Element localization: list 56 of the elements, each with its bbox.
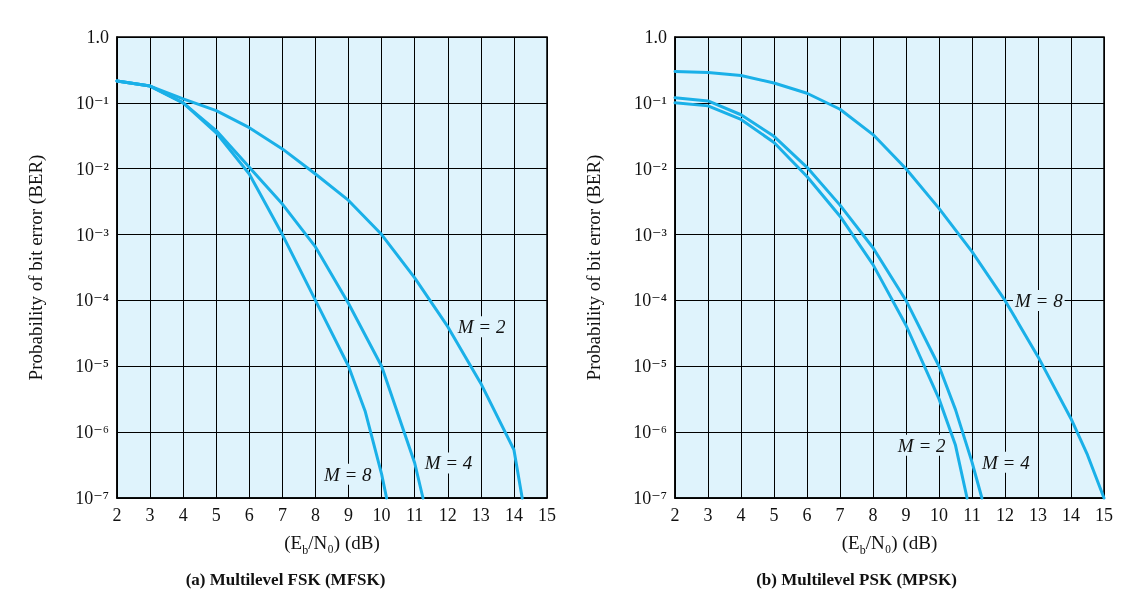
annotation: M = 8 bbox=[1014, 289, 1064, 311]
annotation: M = 2 bbox=[896, 434, 946, 456]
x-tick-label: 5 bbox=[769, 505, 779, 525]
x-tick-label: 15 bbox=[538, 505, 556, 525]
y-tick-label: 10⁻⁷ bbox=[633, 488, 667, 508]
y-axis-title: Probability of bit error (BER) bbox=[25, 154, 47, 381]
x-tick-label: 11 bbox=[406, 505, 424, 525]
x-tick-label: 4 bbox=[736, 505, 746, 525]
y-tick-label: 10⁻⁵ bbox=[75, 356, 109, 377]
x-tick-label: 15 bbox=[1095, 505, 1113, 525]
x-tick-label: 5 bbox=[211, 505, 221, 525]
y-tick-label: 10⁻¹ bbox=[76, 92, 109, 113]
y-tick-label: 10⁻³ bbox=[76, 224, 110, 245]
x-tick-label: 8 bbox=[310, 505, 320, 525]
x-tick-label: 14 bbox=[1062, 505, 1080, 525]
x-tick-label: 13 bbox=[1029, 505, 1047, 525]
x-tick-label: 8 bbox=[868, 505, 878, 525]
y-tick-label: 10⁻¹ bbox=[634, 92, 667, 113]
text: (a) Multilevel FSK (MFSK) bbox=[185, 570, 386, 589]
x-tick-label: 2 bbox=[112, 505, 122, 525]
y-tick-label: 10⁻⁵ bbox=[633, 356, 667, 377]
y-tick-label: 10⁻⁴ bbox=[75, 290, 109, 311]
y-tick-label: 1.0 bbox=[644, 27, 667, 47]
x-tick-label: 7 bbox=[835, 505, 845, 525]
x-tick-label: 10 bbox=[930, 505, 948, 525]
annotation: M = 8 bbox=[322, 463, 373, 485]
text: (b) Multilevel PSK (MPSK) bbox=[756, 570, 957, 589]
x-tick-label: 2 bbox=[670, 505, 680, 525]
y-tick-label: 1.0 bbox=[86, 27, 109, 47]
annotation: M = 2 bbox=[456, 316, 506, 338]
x-tick-label: 9 bbox=[344, 505, 354, 525]
y-axis-title: Probability of bit error (BER) bbox=[583, 154, 605, 381]
y-tick-label: 10⁻³ bbox=[634, 224, 668, 245]
x-tick-label: 12 bbox=[996, 505, 1014, 525]
x-axis-title: (E$_{b}$/N₀) (dB) bbox=[284, 532, 380, 558]
x-tick-label: 3 bbox=[703, 505, 713, 525]
x-tick-label: 9 bbox=[901, 505, 911, 525]
x-tick-label: 6 bbox=[244, 505, 254, 525]
y-tick-label: 10⁻² bbox=[634, 158, 667, 179]
y-tick-label: 10⁻⁶ bbox=[633, 422, 667, 443]
x-tick-label: 11 bbox=[963, 505, 981, 525]
x-tick-label: 13 bbox=[471, 505, 490, 525]
y-tick-label: 10⁻⁷ bbox=[75, 488, 109, 508]
x-axis-title: (E$_{b}$/N₀) (dB) bbox=[841, 532, 938, 558]
y-tick-label: 10⁻⁶ bbox=[75, 422, 109, 443]
x-tick-label: 10 bbox=[372, 505, 391, 525]
y-tick-label: 10⁻² bbox=[76, 158, 109, 179]
x-tick-label: 14 bbox=[504, 505, 523, 525]
x-tick-label: 3 bbox=[145, 505, 155, 525]
x-tick-label: 4 bbox=[178, 505, 188, 525]
x-tick-label: 7 bbox=[277, 505, 287, 525]
annotation: M = 4 bbox=[981, 451, 1031, 473]
x-tick-label: 12 bbox=[438, 505, 457, 525]
annotation: M = 4 bbox=[423, 452, 473, 474]
y-tick-label: 10⁻⁴ bbox=[633, 290, 667, 311]
x-tick-label: 6 bbox=[802, 505, 812, 525]
